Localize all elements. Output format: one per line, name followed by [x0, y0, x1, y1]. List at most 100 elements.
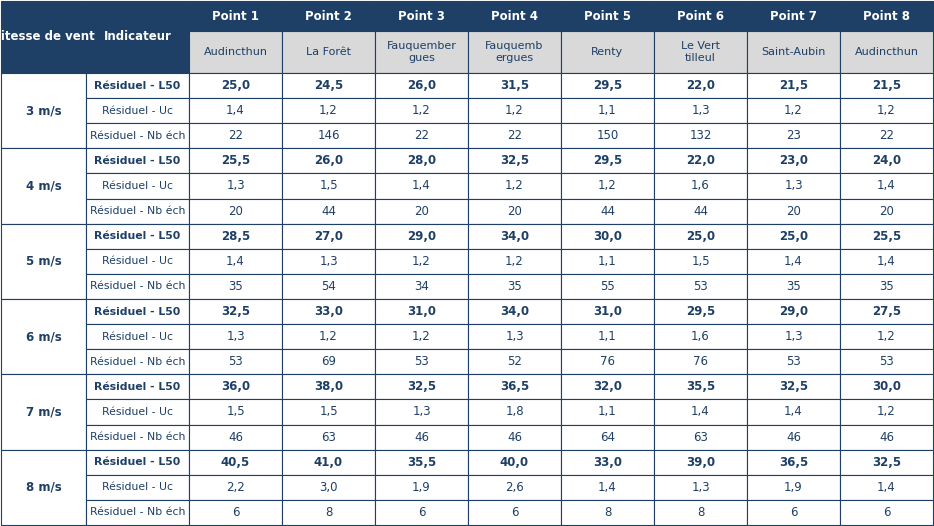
- Bar: [468, 324, 561, 349]
- Text: 20: 20: [879, 205, 894, 218]
- Text: 25,5: 25,5: [871, 230, 901, 242]
- Bar: [747, 399, 840, 424]
- Text: 1,5: 1,5: [226, 406, 245, 419]
- Bar: [86, 224, 189, 249]
- Text: 53: 53: [228, 355, 243, 368]
- Text: 27,5: 27,5: [872, 305, 901, 318]
- Bar: [282, 123, 375, 148]
- Bar: [840, 224, 933, 249]
- Text: Résiduel - Uc: Résiduel - Uc: [102, 181, 173, 191]
- Text: 46: 46: [228, 431, 243, 443]
- Text: 3 m/s: 3 m/s: [26, 104, 62, 117]
- Text: 1,3: 1,3: [226, 330, 245, 343]
- Bar: [747, 31, 840, 73]
- Text: 44: 44: [693, 205, 708, 218]
- Text: 1,4: 1,4: [785, 255, 803, 268]
- Bar: [840, 375, 933, 399]
- Bar: [561, 224, 654, 249]
- Text: 22: 22: [228, 129, 243, 142]
- Text: 1,3: 1,3: [691, 481, 710, 494]
- Bar: [654, 349, 747, 375]
- Text: Point 7: Point 7: [770, 9, 817, 23]
- Bar: [561, 349, 654, 375]
- Bar: [840, 148, 933, 174]
- Bar: [1, 73, 86, 148]
- Bar: [375, 174, 468, 198]
- Text: 1,2: 1,2: [319, 104, 338, 117]
- Bar: [468, 174, 561, 198]
- Text: 31,5: 31,5: [500, 79, 529, 92]
- Bar: [189, 500, 282, 525]
- Bar: [375, 198, 468, 224]
- Bar: [561, 399, 654, 424]
- Text: 23,0: 23,0: [779, 155, 808, 167]
- Bar: [375, 450, 468, 475]
- Text: 1,5: 1,5: [691, 255, 710, 268]
- Bar: [840, 349, 933, 375]
- Bar: [654, 375, 747, 399]
- Bar: [1, 450, 86, 525]
- Bar: [86, 424, 189, 450]
- Bar: [747, 299, 840, 324]
- Text: 63: 63: [321, 431, 336, 443]
- Bar: [1, 299, 86, 375]
- Bar: [468, 148, 561, 174]
- Text: Résiduel - Nb éch: Résiduel - Nb éch: [90, 357, 185, 367]
- Text: 6 m/s: 6 m/s: [25, 330, 62, 343]
- Bar: [86, 249, 189, 274]
- Bar: [468, 424, 561, 450]
- Bar: [1, 375, 86, 450]
- Text: 55: 55: [601, 280, 615, 293]
- Bar: [375, 249, 468, 274]
- Bar: [86, 375, 189, 399]
- Text: 6: 6: [232, 506, 239, 519]
- Bar: [189, 375, 282, 399]
- Text: 44: 44: [600, 205, 615, 218]
- Text: 34,0: 34,0: [500, 230, 529, 242]
- Bar: [747, 324, 840, 349]
- Bar: [468, 98, 561, 123]
- Text: 132: 132: [689, 129, 712, 142]
- Text: 1,2: 1,2: [877, 406, 896, 419]
- Text: 1,4: 1,4: [877, 179, 896, 193]
- Bar: [561, 450, 654, 475]
- Text: 1,8: 1,8: [505, 406, 524, 419]
- Bar: [189, 450, 282, 475]
- Bar: [375, 1, 468, 31]
- Bar: [375, 399, 468, 424]
- Bar: [840, 249, 933, 274]
- Bar: [375, 224, 468, 249]
- Text: 1,3: 1,3: [505, 330, 524, 343]
- Text: 29,5: 29,5: [686, 305, 715, 318]
- Text: 6: 6: [417, 506, 425, 519]
- Bar: [747, 424, 840, 450]
- Bar: [282, 73, 375, 98]
- Text: 8: 8: [603, 506, 611, 519]
- Text: 32,5: 32,5: [407, 380, 436, 393]
- Text: 35: 35: [786, 280, 800, 293]
- Bar: [561, 299, 654, 324]
- Bar: [86, 349, 189, 375]
- Text: 1,3: 1,3: [412, 406, 431, 419]
- Text: 33,0: 33,0: [314, 305, 343, 318]
- Text: Résiduel - Nb éch: Résiduel - Nb éch: [90, 508, 185, 518]
- Bar: [468, 31, 561, 73]
- Text: 1,5: 1,5: [319, 406, 338, 419]
- Bar: [282, 224, 375, 249]
- Bar: [86, 1, 189, 73]
- Bar: [654, 500, 747, 525]
- Text: 146: 146: [318, 129, 340, 142]
- Text: Résiduel - Uc: Résiduel - Uc: [102, 482, 173, 492]
- Text: 32,5: 32,5: [779, 380, 808, 393]
- Bar: [747, 148, 840, 174]
- Text: 22: 22: [879, 129, 894, 142]
- Bar: [282, 349, 375, 375]
- Bar: [747, 349, 840, 375]
- Text: 1,2: 1,2: [877, 330, 896, 343]
- Bar: [561, 324, 654, 349]
- Text: 1,6: 1,6: [691, 330, 710, 343]
- Bar: [654, 198, 747, 224]
- Text: 1,2: 1,2: [877, 104, 896, 117]
- Bar: [86, 399, 189, 424]
- Text: 1,1: 1,1: [598, 330, 616, 343]
